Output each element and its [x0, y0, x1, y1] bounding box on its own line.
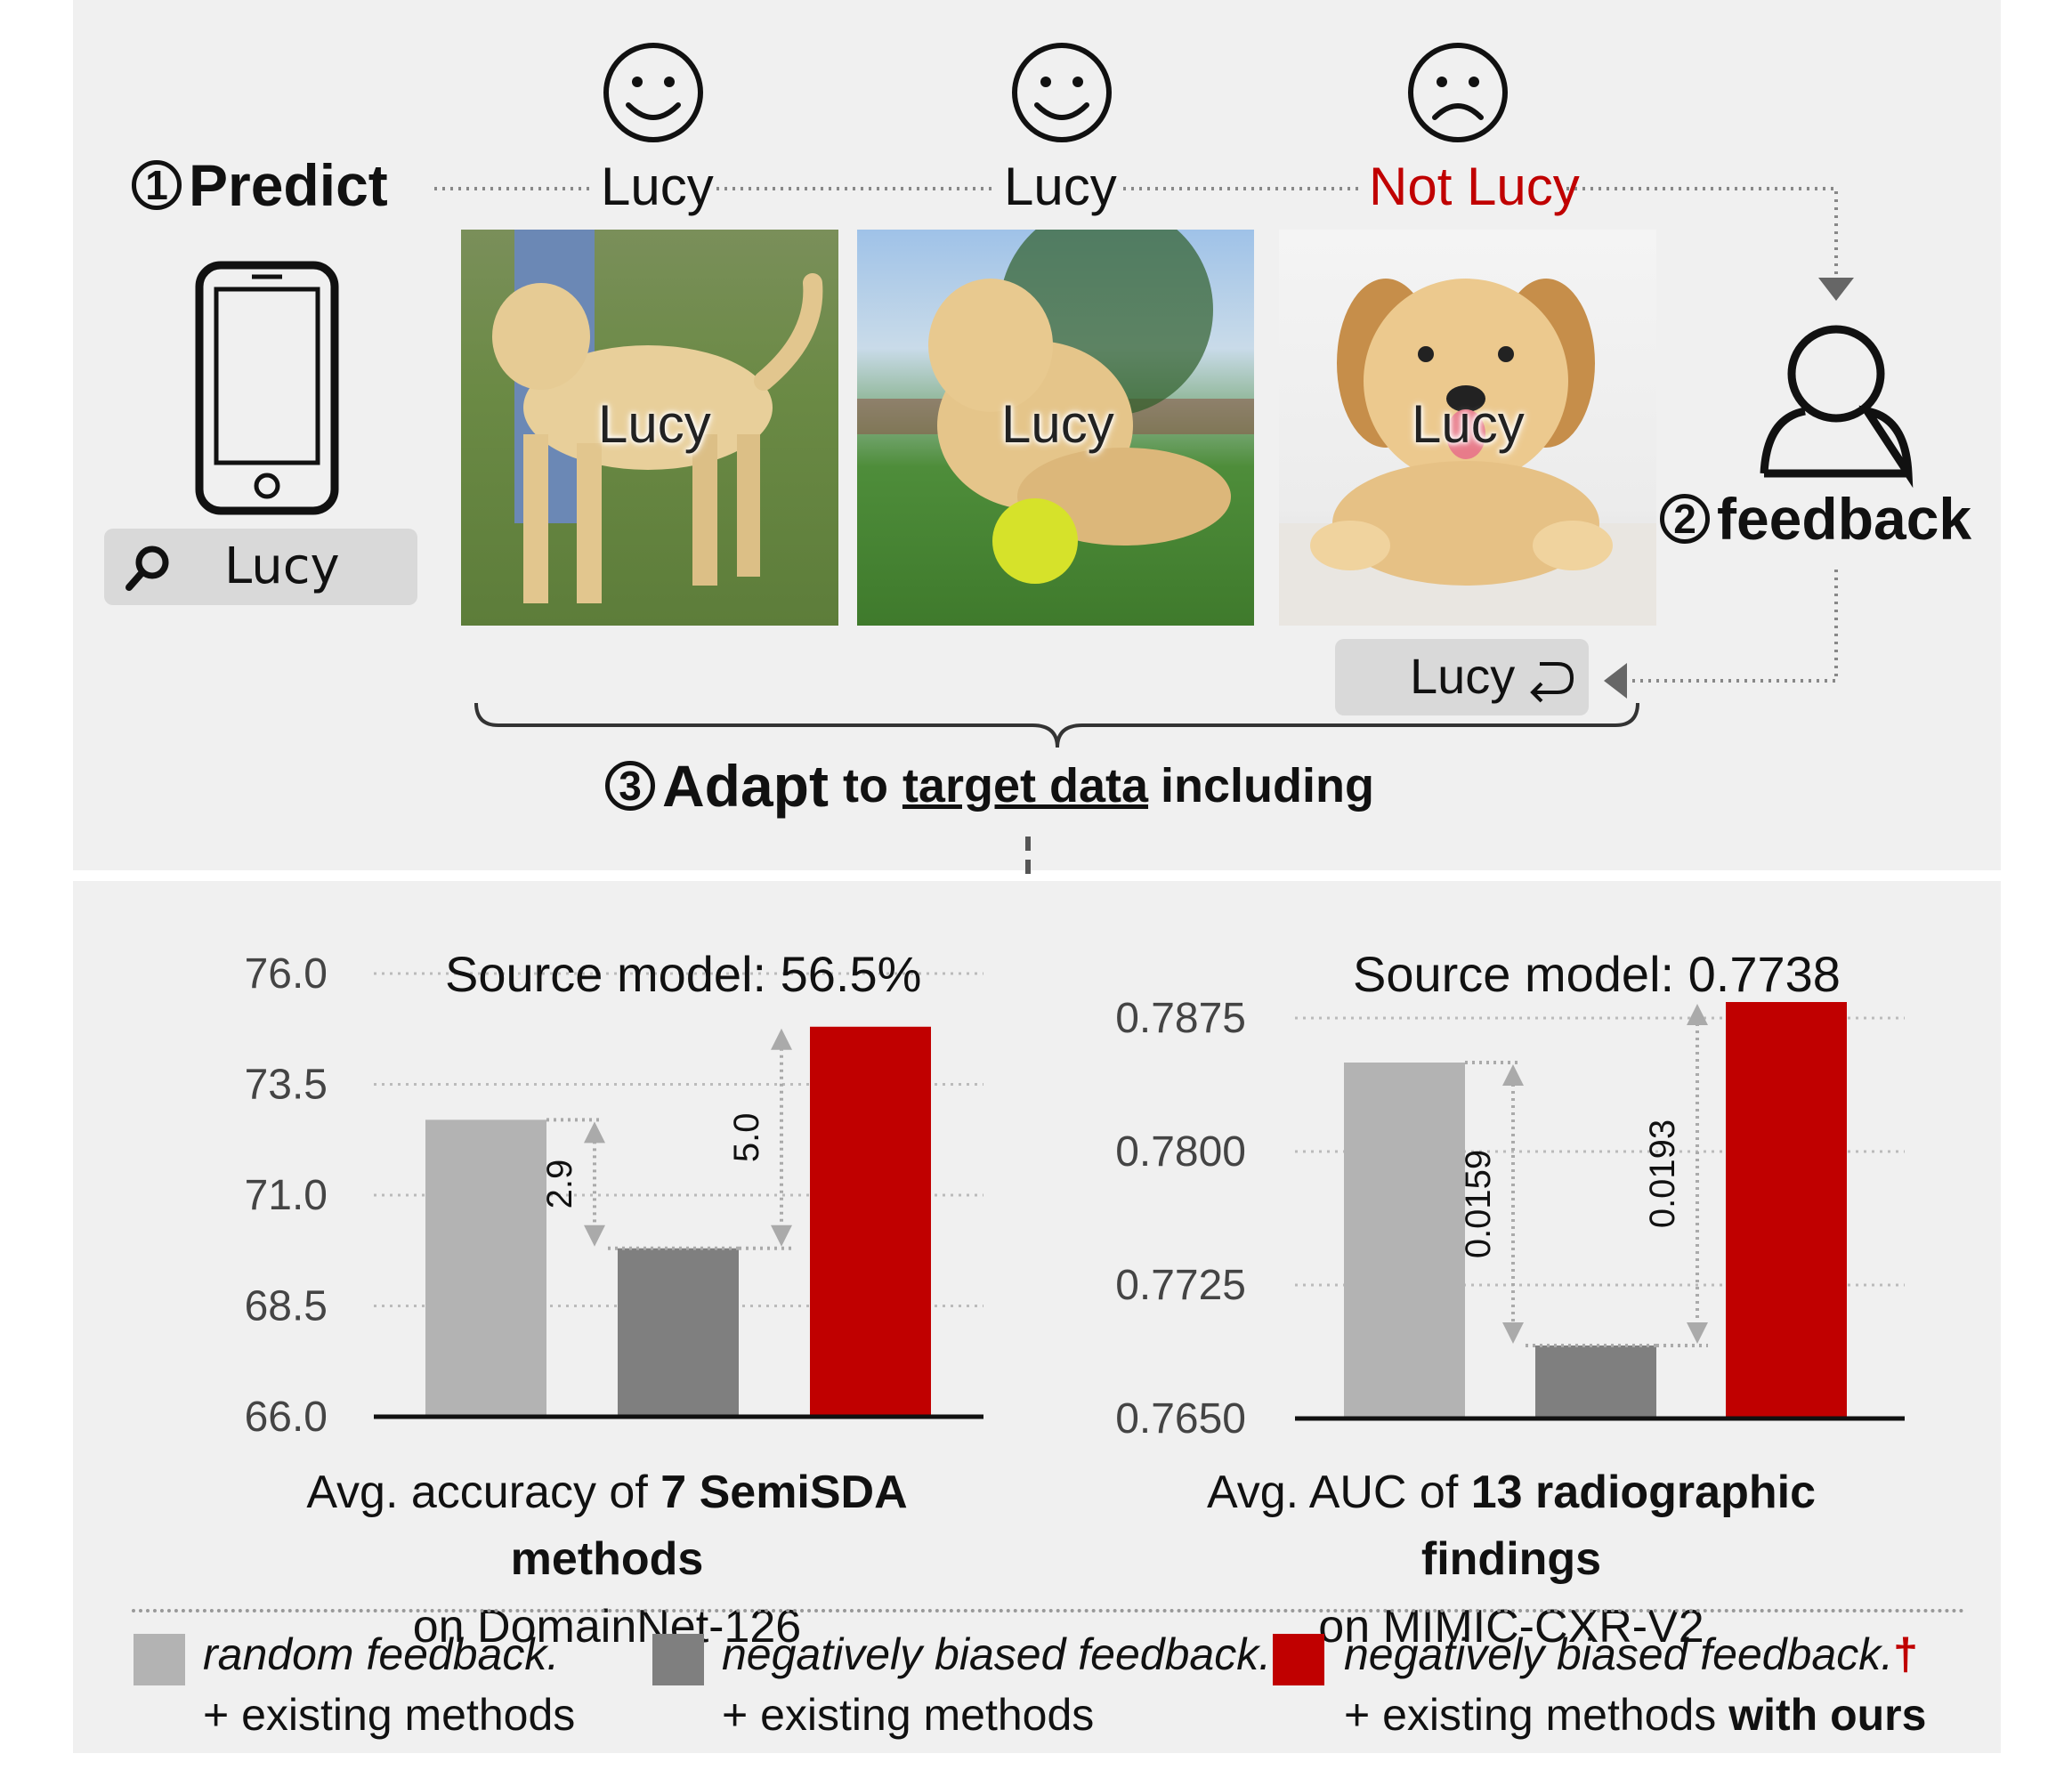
- step-adapt: 3 Adapt to target data including: [605, 756, 1374, 815]
- caption-prefix: Avg. AUC of: [1207, 1467, 1459, 1518]
- relabel-box[interactable]: Lucy: [1335, 639, 1589, 715]
- prediction-label: Not Lucy: [1369, 157, 1580, 216]
- adapt-target: target data: [902, 759, 1149, 812]
- arrow-down-icon: [1818, 278, 1854, 301]
- difference-label: 0.0159: [1459, 1150, 1498, 1258]
- y-tick-label: 0.7650: [1115, 1395, 1246, 1443]
- arrow-down-icon: [771, 1224, 792, 1247]
- step-feedback: 2 feedback: [1660, 489, 1971, 548]
- y-tick-label: 0.7725: [1115, 1262, 1246, 1309]
- dog-illustration: [857, 230, 1254, 584]
- arrow-down-icon: [1687, 1322, 1708, 1344]
- step-number: 3: [605, 761, 655, 811]
- prediction-label: Lucy: [1004, 157, 1117, 216]
- dog-illustration: [1279, 279, 1656, 626]
- legend-line2: + existing methods: [1344, 1689, 1717, 1740]
- dog-illustration: [492, 230, 823, 603]
- legend-item: negatively biased feedback. + existing m…: [722, 1625, 1271, 1745]
- y-tick-label: 66.0: [245, 1394, 328, 1441]
- legend-swatch-biased: [652, 1634, 704, 1685]
- y-tick-label: 0.7875: [1115, 995, 1246, 1042]
- search-query: Lucy: [224, 537, 340, 595]
- legend-line1: random feedback.: [203, 1629, 560, 1679]
- sad-face-icon: [1408, 43, 1508, 142]
- y-tick-label: 71.0: [245, 1172, 328, 1219]
- bar-ours: [810, 1026, 931, 1417]
- y-tick-label: 73.5: [245, 1062, 328, 1109]
- arrow-left-icon: [1604, 663, 1627, 699]
- relabel-text: Lucy: [1410, 648, 1516, 704]
- arrow-down-icon: [584, 1224, 605, 1247]
- legend-line2-bold: with ours: [1728, 1689, 1927, 1740]
- step-label: feedback: [1717, 486, 1972, 552]
- predict-connector: [434, 187, 1838, 683]
- step-number: 1: [132, 160, 182, 210]
- y-tick-label: 68.5: [245, 1283, 328, 1330]
- user-icon: [1760, 325, 1914, 489]
- caption-bold: 7 SemiSDA methods: [510, 1467, 908, 1586]
- chart-title: Source model: 56.5%: [445, 946, 922, 1002]
- step-label: Predict: [189, 152, 388, 218]
- image-label: Lucy: [1001, 394, 1114, 454]
- undo-icon: [1530, 662, 1574, 703]
- bar-ours: [1726, 1002, 1847, 1418]
- bar-biased: [1535, 1346, 1656, 1418]
- arrow-up-icon: [1502, 1064, 1524, 1086]
- image-label: Lucy: [598, 394, 711, 454]
- search-icon: [125, 546, 169, 591]
- arrow-up-icon: [771, 1028, 792, 1050]
- dagger-mark: †: [1893, 1629, 1918, 1679]
- difference-label: 5.0: [727, 1112, 766, 1162]
- adapt-to: to: [842, 759, 888, 812]
- legend-line1: negatively biased feedback.: [1344, 1629, 1894, 1679]
- legend-line2: + existing methods: [203, 1689, 576, 1740]
- happy-face-icon: [603, 43, 703, 142]
- legend-swatch-random: [134, 1634, 185, 1685]
- legend-item: random feedback. + existing methods: [203, 1625, 575, 1745]
- legend-line1: negatively biased feedback.: [722, 1629, 1272, 1679]
- chart-title: Source model: 0.7738: [1353, 946, 1841, 1002]
- legend-item: negatively biased feedback.† + existing …: [1344, 1625, 1926, 1745]
- legend-divider: [132, 1609, 1965, 1612]
- dog-photo: [1279, 230, 1656, 626]
- prediction-label: Lucy: [601, 157, 714, 216]
- y-tick-label: 0.7800: [1115, 1128, 1246, 1176]
- results-panel: [73, 881, 2001, 1753]
- y-tick-label: 76.0: [245, 950, 328, 998]
- difference-label: 2.9: [540, 1160, 579, 1209]
- search-input[interactable]: Lucy: [104, 529, 417, 605]
- dog-photo: [461, 230, 838, 626]
- happy-face-icon: [1012, 43, 1112, 142]
- arrow-up-icon: [584, 1121, 605, 1144]
- bar-biased: [618, 1248, 739, 1417]
- adapt-including: including: [1161, 759, 1374, 812]
- legend-swatch-ours: [1273, 1634, 1324, 1685]
- dog-photo: [857, 230, 1254, 626]
- arrow-up-icon: [1687, 1004, 1708, 1025]
- bar-random: [425, 1119, 546, 1417]
- caption-prefix: Avg. accuracy of: [306, 1467, 648, 1518]
- step-label: Adapt: [662, 753, 829, 819]
- phone-icon: [195, 261, 339, 515]
- arrow-down-icon: [1502, 1322, 1524, 1344]
- legend-line2: + existing methods: [722, 1689, 1095, 1740]
- brace-bracket: [474, 702, 1639, 748]
- bar-random: [1344, 1063, 1465, 1418]
- caption-bold: 13 radiographic findings: [1420, 1467, 1816, 1586]
- step-predict: 1 Predict: [132, 156, 388, 214]
- difference-label: 0.0193: [1643, 1119, 1682, 1228]
- image-label: Lucy: [1412, 394, 1525, 454]
- step-number: 2: [1660, 494, 1710, 544]
